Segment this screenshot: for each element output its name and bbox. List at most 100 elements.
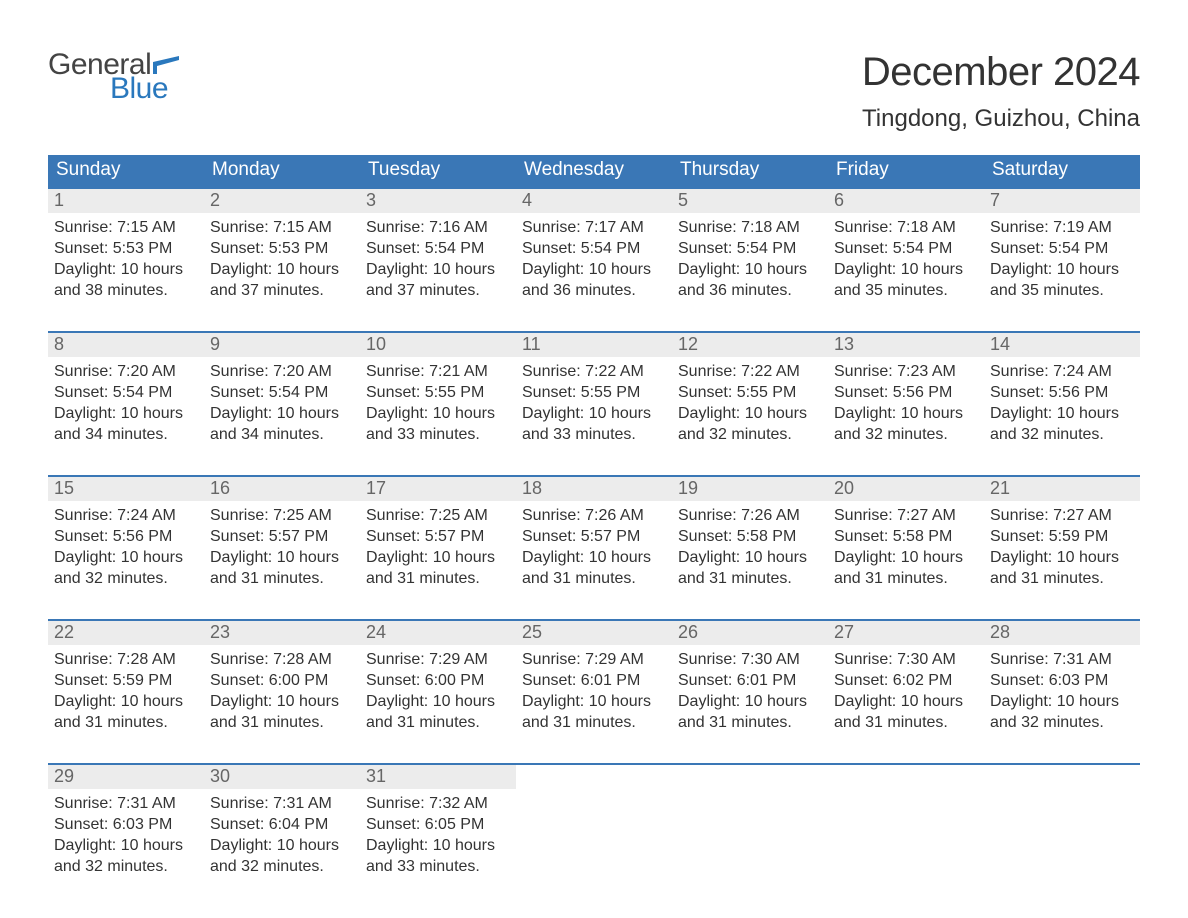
day-cell: 18Sunrise: 7:26 AMSunset: 5:57 PMDayligh…: [516, 477, 672, 595]
day-cell: 7Sunrise: 7:19 AMSunset: 5:54 PMDaylight…: [984, 189, 1140, 307]
day-dl2: and 33 minutes.: [366, 424, 510, 445]
logo-text-blue: Blue: [110, 74, 179, 104]
day-sunset: Sunset: 5:57 PM: [210, 526, 354, 547]
day-cell: 1Sunrise: 7:15 AMSunset: 5:53 PMDaylight…: [48, 189, 204, 307]
day-sunrise: Sunrise: 7:28 AM: [54, 649, 198, 670]
day-sunset: Sunset: 6:01 PM: [522, 670, 666, 691]
day-body: Sunrise: 7:15 AMSunset: 5:53 PMDaylight:…: [48, 213, 204, 303]
day-dl2: and 36 minutes.: [678, 280, 822, 301]
day-sunrise: Sunrise: 7:22 AM: [678, 361, 822, 382]
day-sunset: Sunset: 5:53 PM: [54, 238, 198, 259]
day-sunset: Sunset: 5:54 PM: [54, 382, 198, 403]
day-number: 20: [828, 477, 984, 501]
day-number: 18: [516, 477, 672, 501]
day-sunset: Sunset: 5:56 PM: [54, 526, 198, 547]
day-body: Sunrise: 7:24 AMSunset: 5:56 PMDaylight:…: [48, 501, 204, 591]
day-sunrise: Sunrise: 7:29 AM: [366, 649, 510, 670]
day-dl2: and 32 minutes.: [54, 568, 198, 589]
day-dl1: Daylight: 10 hours: [210, 403, 354, 424]
day-number: 10: [360, 333, 516, 357]
day-number: 27: [828, 621, 984, 645]
day-body: Sunrise: 7:18 AMSunset: 5:54 PMDaylight:…: [672, 213, 828, 303]
day-dl2: and 31 minutes.: [210, 568, 354, 589]
day-dl1: Daylight: 10 hours: [678, 259, 822, 280]
day-dl1: Daylight: 10 hours: [366, 691, 510, 712]
day-sunrise: Sunrise: 7:18 AM: [834, 217, 978, 238]
day-dl1: Daylight: 10 hours: [834, 403, 978, 424]
day-dl1: Daylight: 10 hours: [834, 547, 978, 568]
day-cell: [516, 765, 672, 883]
day-cell: 23Sunrise: 7:28 AMSunset: 6:00 PMDayligh…: [204, 621, 360, 739]
day-number: 14: [984, 333, 1140, 357]
day-number: 23: [204, 621, 360, 645]
day-dl2: and 33 minutes.: [522, 424, 666, 445]
day-dl2: and 38 minutes.: [54, 280, 198, 301]
day-sunrise: Sunrise: 7:31 AM: [210, 793, 354, 814]
day-sunset: Sunset: 5:56 PM: [990, 382, 1134, 403]
page-subtitle: Tingdong, Guizhou, China: [862, 105, 1140, 133]
day-dl1: Daylight: 10 hours: [678, 403, 822, 424]
day-dl2: and 31 minutes.: [678, 712, 822, 733]
day-body: Sunrise: 7:28 AMSunset: 6:00 PMDaylight:…: [204, 645, 360, 735]
day-number: 22: [48, 621, 204, 645]
day-body: Sunrise: 7:20 AMSunset: 5:54 PMDaylight:…: [204, 357, 360, 447]
day-cell: 28Sunrise: 7:31 AMSunset: 6:03 PMDayligh…: [984, 621, 1140, 739]
day-dl1: Daylight: 10 hours: [54, 835, 198, 856]
week-row: 22 Sunrise: 7:28 AMSunset: 5:59 PM Dayligh…: [48, 619, 1140, 739]
dow-cell: Thursday: [672, 155, 828, 187]
day-cell: 15Sunrise: 7:24 AMSunset: 5:56 PMDayligh…: [48, 477, 204, 595]
day-number: 25: [516, 621, 672, 645]
day-cell: 25Sunrise: 7:29 AMSunset: 6:01 PMDayligh…: [516, 621, 672, 739]
day-number: 30: [204, 765, 360, 789]
day-dl2: and 32 minutes.: [990, 424, 1134, 445]
day-dl1: Daylight: 10 hours: [522, 403, 666, 424]
week-row: 1Sunrise: 7:15 AMSunset: 5:53 PMDaylight…: [48, 187, 1140, 307]
day-sunset: Sunset: 5:57 PM: [522, 526, 666, 547]
day-sunset: Sunset: 6:00 PM: [366, 670, 510, 691]
day-number: 5: [672, 189, 828, 213]
day-body: Sunrise: 7:22 AMSunset: 5:55 PMDaylight:…: [516, 357, 672, 447]
day-sunset: Sunset: 5:55 PM: [522, 382, 666, 403]
day-cell: 8Sunrise: 7:20 AMSunset: 5:54 PMDaylight…: [48, 333, 204, 451]
day-dl1: Daylight: 10 hours: [834, 259, 978, 280]
day-dl2: and 36 minutes.: [522, 280, 666, 301]
day-cell: [828, 765, 984, 883]
day-dl1: Daylight: 10 hours: [990, 691, 1134, 712]
dow-cell: Wednesday: [516, 155, 672, 187]
day-sunset: Sunset: 6:03 PM: [54, 814, 198, 835]
day-sunrise: Sunrise: 7:18 AM: [678, 217, 822, 238]
day-cell: 11Sunrise: 7:22 AMSunset: 5:55 PMDayligh…: [516, 333, 672, 451]
day-sunrise: Sunrise: 7:31 AM: [54, 793, 198, 814]
day-dl1: Daylight: 10 hours: [990, 259, 1134, 280]
day-sunrise: Sunrise: 7:29 AM: [522, 649, 666, 670]
day-sunset: Sunset: 5:53 PM: [210, 238, 354, 259]
day-sunrise: Sunrise: 7:15 AM: [210, 217, 354, 238]
day-sunset: Sunset: 5:59 PM: [54, 670, 198, 691]
day-sunset: Sunset: 6:02 PM: [834, 670, 978, 691]
day-dl1: Daylight: 10 hours: [990, 403, 1134, 424]
day-number: 26: [672, 621, 828, 645]
day-cell: 10Sunrise: 7:21 AMSunset: 5:55 PMDayligh…: [360, 333, 516, 451]
day-dl2: and 31 minutes.: [834, 712, 978, 733]
day-dl2: and 32 minutes.: [210, 856, 354, 877]
day-dl1: Daylight: 10 hours: [522, 547, 666, 568]
day-sunrise: Sunrise: 7:21 AM: [366, 361, 510, 382]
day-sunrise: Sunrise: 7:27 AM: [834, 505, 978, 526]
day-cell: 17Sunrise: 7:25 AMSunset: 5:57 PMDayligh…: [360, 477, 516, 595]
day-number: 7: [984, 189, 1140, 213]
day-dl2: and 31 minutes.: [678, 568, 822, 589]
day-body: Sunrise: 7:29 AMSunset: 6:00 PMDaylight:…: [360, 645, 516, 735]
week-row: 8Sunrise: 7:20 AMSunset: 5:54 PMDaylight…: [48, 331, 1140, 451]
day-dl1: Daylight: 10 hours: [990, 547, 1134, 568]
day-body: Sunrise: 7:16 AMSunset: 5:54 PMDaylight:…: [360, 213, 516, 303]
day-cell: 13Sunrise: 7:23 AMSunset: 5:56 PMDayligh…: [828, 333, 984, 451]
day-dl2: and 35 minutes.: [834, 280, 978, 301]
day-number: 15: [48, 477, 204, 501]
page-header: General Blue December 2024 Tingdong, Gui…: [48, 50, 1140, 133]
logo: General Blue: [48, 50, 179, 104]
title-block: December 2024 Tingdong, Guizhou, China: [862, 50, 1140, 133]
day-body: Sunrise: 7:23 AMSunset: 5:56 PMDaylight:…: [828, 357, 984, 447]
day-number: 12: [672, 333, 828, 357]
day-dl2: and 32 minutes.: [678, 424, 822, 445]
day-number: 8: [48, 333, 204, 357]
